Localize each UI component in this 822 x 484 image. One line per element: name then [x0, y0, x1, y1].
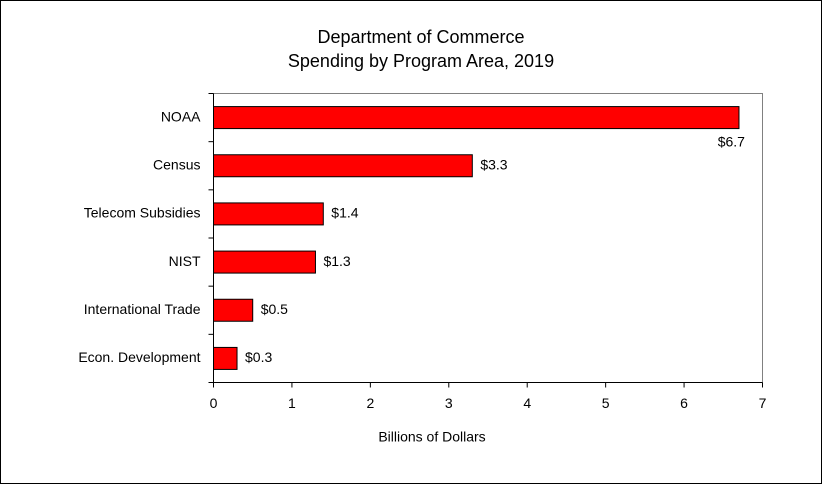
bar — [213, 106, 740, 130]
bar — [213, 154, 473, 178]
chart-subtitle: Spending by Program Area, 2019 — [288, 51, 554, 71]
bar — [213, 202, 324, 226]
value-label: $0.5 — [261, 301, 288, 317]
bar — [213, 298, 254, 322]
x-tick-label: 2 — [366, 395, 374, 411]
y-tick-label: NOAA — [161, 108, 201, 124]
y-tick-label: Census — [153, 156, 200, 172]
value-label: $3.3 — [480, 156, 507, 172]
bar — [213, 250, 316, 274]
chart-title: Department of Commerce — [317, 27, 524, 47]
x-axis-label: Billions of Dollars — [378, 429, 485, 445]
y-tick-label: NIST — [169, 253, 201, 269]
value-label: $1.4 — [331, 205, 358, 221]
x-tick-label: 7 — [759, 395, 767, 411]
y-tick-label: Telecom Subsidies — [84, 205, 201, 221]
x-tick-label: 4 — [523, 395, 531, 411]
x-tick-label: 5 — [602, 395, 610, 411]
value-label: $1.3 — [323, 253, 350, 269]
y-tick-label: Econ. Development — [78, 349, 200, 365]
x-tick-label: 0 — [210, 395, 218, 411]
value-label: $6.7 — [718, 133, 745, 149]
bar — [213, 346, 238, 370]
x-tick-label: 3 — [445, 395, 453, 411]
x-tick-label: 6 — [680, 395, 688, 411]
x-tick-label: 1 — [288, 395, 296, 411]
y-tick-label: International Trade — [84, 301, 201, 317]
value-label: $0.3 — [245, 349, 272, 365]
